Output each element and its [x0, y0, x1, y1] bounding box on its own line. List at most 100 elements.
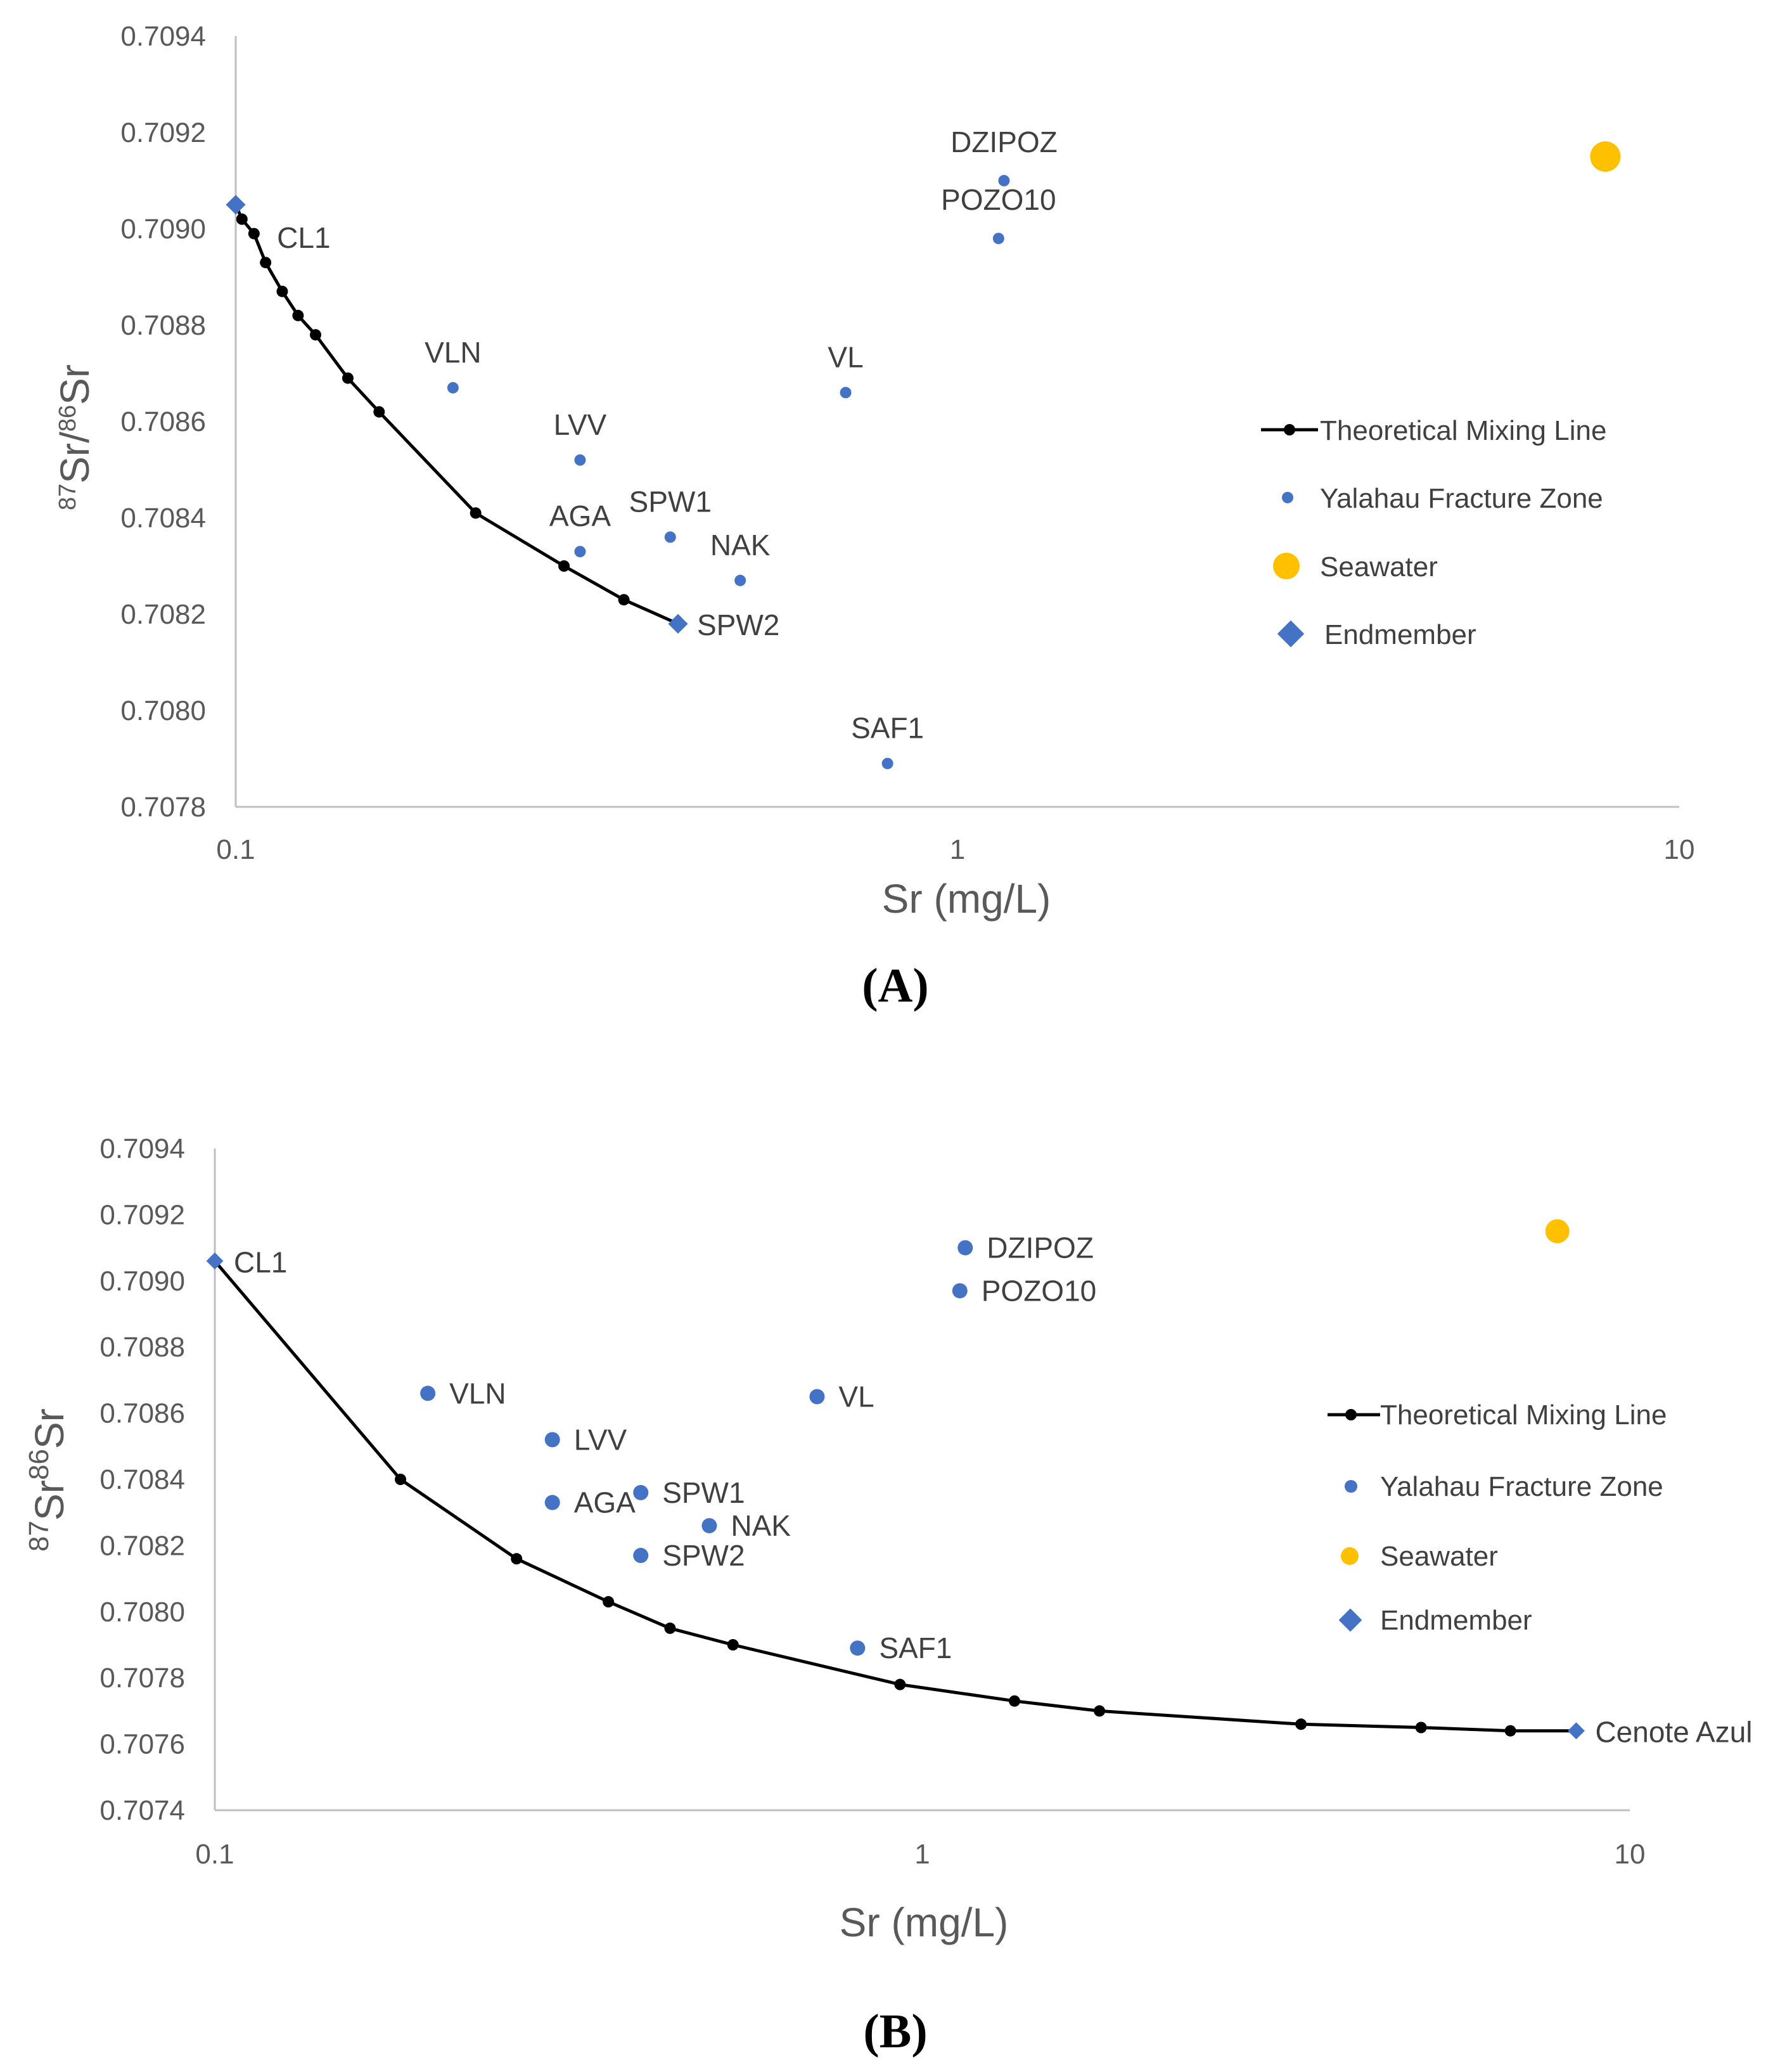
mixing-line-point	[395, 1474, 407, 1485]
mixing-line-point	[236, 213, 248, 225]
seawater-point	[1545, 1219, 1570, 1244]
mixing-line-point	[558, 560, 570, 572]
yalahau-point	[574, 454, 586, 466]
point-label: Cenote Azul	[1595, 1716, 1752, 1749]
mixing-line-point	[1295, 1718, 1307, 1730]
y-axis-title: 87Sr/86Sr	[52, 364, 98, 510]
panel-caption: (B)	[863, 2005, 927, 2058]
mixing-line-point	[1094, 1705, 1106, 1717]
point-label: VL	[828, 340, 863, 373]
mixing-line-point	[292, 309, 304, 321]
point-label: VLN	[449, 1377, 506, 1410]
y-tick-label: 0.7082	[120, 599, 206, 630]
legend-yalahau: Yalahau Fracture Zone	[1282, 483, 1603, 514]
seawater-point	[1590, 141, 1621, 172]
yalahau-point	[574, 546, 586, 558]
x-tick-label: 10	[1615, 1839, 1646, 1870]
legend-endmember: Endmember	[1338, 1605, 1532, 1636]
svg-text:Yalahau Fracture Zone: Yalahau Fracture Zone	[1380, 1471, 1663, 1502]
panel-caption: (A)	[862, 959, 929, 1012]
yalahau-point	[998, 175, 1010, 186]
point-label: SPW1	[629, 485, 712, 518]
x-tick-label: 1	[950, 834, 965, 865]
point-label: AGA	[574, 1486, 636, 1519]
yalahau-point	[447, 382, 459, 394]
yalahau-point	[840, 387, 852, 399]
mixing-line-point	[260, 257, 272, 269]
point-label: NAK	[731, 1509, 791, 1542]
point-label: LVV	[574, 1423, 627, 1456]
point-label: POZO10	[941, 183, 1056, 216]
y-tick-label: 0.7090	[99, 1266, 185, 1297]
y-tick-label: 0.7084	[99, 1464, 185, 1495]
legend-endmember: Endmember	[1277, 619, 1476, 650]
y-tick-label: 0.7090	[120, 214, 206, 245]
yalahau-point	[809, 1389, 825, 1405]
y-axis-title: 87Sr86Sr	[23, 1408, 73, 1552]
mixing-line-point	[1504, 1725, 1516, 1737]
point-label: AGA	[549, 499, 611, 532]
point-label: NAK	[710, 529, 771, 562]
x-axis-title: Sr (mg/L)	[840, 1900, 1009, 1945]
point-label: LVV	[554, 408, 607, 441]
endmember-point	[226, 195, 246, 215]
legend: Theoretical Mixing Line Yalahau Fracture…	[1261, 415, 1606, 650]
y-tick-label: 0.7086	[99, 1398, 185, 1429]
svg-text:Seawater: Seawater	[1380, 1541, 1498, 1572]
mixing-line-point	[1009, 1695, 1021, 1707]
svg-text:Theoretical Mixing Line: Theoretical Mixing Line	[1320, 415, 1606, 446]
point-label: SPW2	[662, 1539, 745, 1572]
yalahau-point	[633, 1484, 649, 1500]
mixing-line-point	[603, 1596, 615, 1608]
svg-text:Seawater: Seawater	[1320, 551, 1438, 582]
chart-panel-b: Sr (mg/L) 87Sr86Sr (B) Theoretical Mixin…	[23, 1133, 1753, 2058]
svg-text:Theoretical Mixing Line: Theoretical Mixing Line	[1380, 1400, 1667, 1431]
yalahau-point	[664, 531, 676, 543]
legend: Theoretical Mixing Line Yalahau Fracture…	[1328, 1400, 1667, 1636]
y-tick-label: 0.7084	[120, 503, 206, 534]
y-tick-label: 0.7080	[99, 1597, 185, 1628]
x-tick-label: 10	[1664, 834, 1695, 865]
point-label: VL	[838, 1380, 874, 1413]
yalahau-point	[633, 1548, 649, 1564]
point-label: SAF1	[879, 1631, 952, 1664]
chart-panel-a: Sr (mg/L) 87Sr/86Sr (A) Theoretical Mixi…	[52, 21, 1694, 1012]
point-label: SPW1	[662, 1476, 745, 1509]
mixing-line-point	[618, 594, 630, 606]
y-tick-label: 0.7088	[99, 1332, 185, 1363]
point-label: CL1	[234, 1245, 287, 1278]
yalahau-point	[952, 1283, 968, 1299]
mixing-line-point	[511, 1553, 523, 1565]
y-tick-label: 0.7094	[99, 1133, 185, 1164]
legend-mixing-line: Theoretical Mixing Line	[1261, 415, 1606, 446]
mixing-line-point	[342, 372, 354, 384]
y-tick-label: 0.7078	[120, 792, 206, 823]
y-tick-label: 0.7094	[120, 21, 206, 52]
y-tick-label: 0.7086	[120, 406, 206, 437]
x-tick-label: 0.1	[216, 834, 255, 865]
mixing-line-point	[309, 329, 321, 341]
y-tick-label: 0.7088	[120, 310, 206, 341]
y-tick-label: 0.7074	[99, 1795, 185, 1826]
point-label: POZO10	[982, 1274, 1097, 1307]
y-tick-label: 0.7092	[99, 1199, 185, 1230]
legend-yalahau: Yalahau Fracture Zone	[1345, 1471, 1663, 1502]
yalahau-point	[850, 1640, 866, 1656]
yalahau-point	[701, 1518, 717, 1534]
yalahau-point	[992, 233, 1004, 245]
yalahau-point	[420, 1386, 436, 1401]
svg-text:Endmember: Endmember	[1380, 1605, 1532, 1636]
mixing-line-point	[470, 507, 482, 519]
mixing-line-point	[894, 1678, 906, 1690]
svg-text:Endmember: Endmember	[1324, 619, 1476, 650]
x-tick-label: 0.1	[195, 1839, 234, 1870]
x-axis-title: Sr (mg/L)	[882, 876, 1051, 922]
point-label: SAF1	[851, 712, 924, 745]
y-tick-label: 0.7082	[99, 1530, 185, 1561]
mixing-line-point	[664, 1622, 676, 1634]
legend-mixing-line: Theoretical Mixing Line	[1328, 1400, 1667, 1431]
endmember-point	[668, 614, 688, 634]
yalahau-point	[544, 1495, 560, 1510]
legend-seawater: Seawater	[1341, 1541, 1498, 1572]
legend-seawater: Seawater	[1273, 551, 1438, 582]
